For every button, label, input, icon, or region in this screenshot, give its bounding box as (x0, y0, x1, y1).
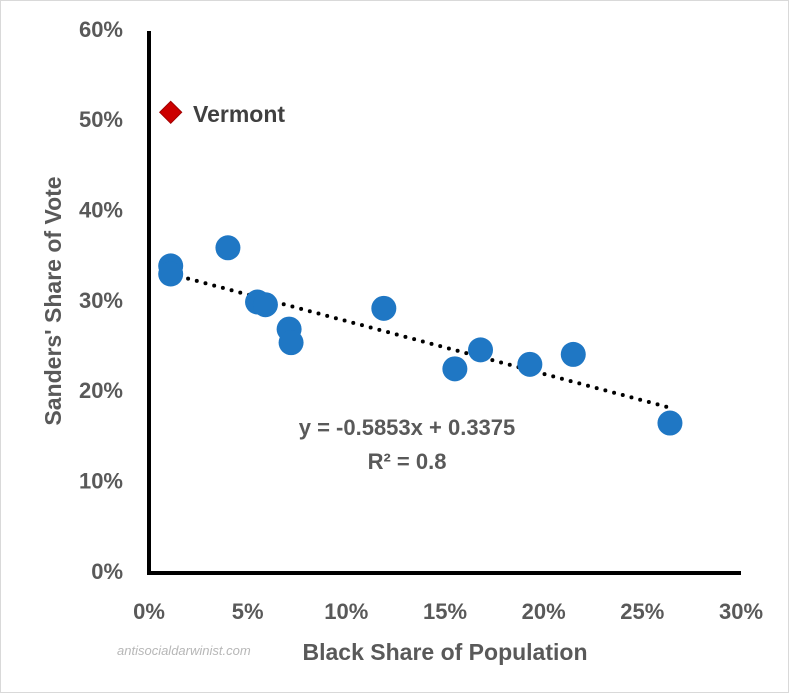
y-tick-label: 0% (91, 559, 123, 584)
y-tick-label: 50% (79, 107, 123, 132)
data-point (371, 295, 397, 321)
data-point (560, 341, 586, 367)
y-tick-label: 10% (79, 468, 123, 493)
trendline (168, 271, 672, 410)
x-tick-label: 30% (719, 599, 763, 624)
x-axis-title: Black Share of Population (303, 639, 588, 665)
x-tick-label: 0% (133, 599, 165, 624)
data-point (657, 410, 683, 436)
trendline-group (168, 271, 672, 410)
vermont-marker (158, 100, 183, 125)
x-tick-label: 15% (423, 599, 467, 624)
watermark: antisocialdarwinist.com (117, 643, 251, 658)
x-tick-label: 25% (620, 599, 664, 624)
y-axis-title: Sanders' Share of Vote (40, 176, 66, 425)
x-tick-label: 10% (324, 599, 368, 624)
data-point (517, 351, 543, 377)
x-tick-label: 5% (232, 599, 264, 624)
trendline-equation: y = -0.5853x + 0.3375 (299, 415, 516, 440)
data-point (158, 261, 184, 287)
x-tick-label: 20% (522, 599, 566, 624)
chart-text: Sanders' Share of Vote Black Share of Po… (40, 101, 587, 665)
y-tick-label: 40% (79, 197, 123, 222)
y-tick-label: 30% (79, 288, 123, 313)
data-point (468, 337, 494, 363)
trendline-r-squared: R² = 0.8 (368, 449, 447, 474)
y-tick-label: 20% (79, 378, 123, 403)
data-point (215, 235, 241, 261)
y-tick-label: 60% (79, 17, 123, 42)
data-point (252, 292, 278, 318)
data-point (442, 356, 468, 382)
vermont-label: Vermont (193, 101, 285, 127)
tick-labels: 0% 10% 20% 30% 40% 50% 60% 0% 5% 10% 15% 20% 25% 30% (79, 17, 763, 624)
data-points (158, 100, 683, 436)
data-point (278, 330, 304, 356)
axes (147, 31, 741, 575)
